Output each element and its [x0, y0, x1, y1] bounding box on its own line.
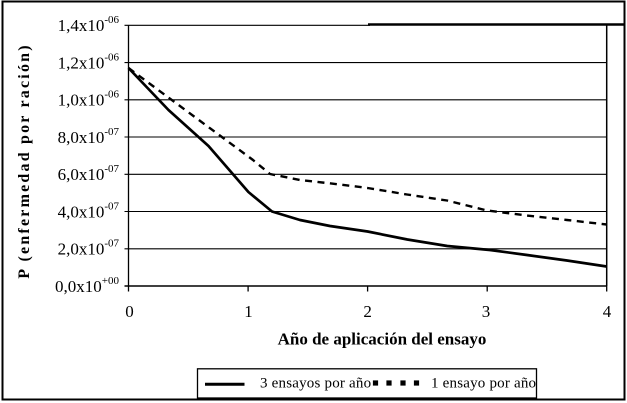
- svg-text:3 ensayos por año: 3 ensayos por año: [260, 376, 371, 392]
- svg-text:1,2x10-06: 1,2x10-06: [58, 51, 120, 72]
- svg-text:1: 1: [244, 302, 253, 321]
- svg-text:1,4x10-06: 1,4x10-06: [58, 14, 120, 35]
- svg-text:4,0x10-07: 4,0x10-07: [58, 200, 120, 221]
- svg-text:4: 4: [603, 302, 612, 321]
- svg-text:Año de aplicación del ensayo: Año de aplicación del ensayo: [278, 330, 487, 349]
- svg-text:1,0x10-06: 1,0x10-06: [58, 89, 120, 110]
- svg-text:2,0x10-07: 2,0x10-07: [58, 238, 120, 259]
- svg-text:0: 0: [125, 302, 134, 321]
- svg-text:2: 2: [363, 302, 372, 321]
- svg-text:8,0x10-07: 8,0x10-07: [58, 126, 120, 147]
- svg-text:6,0x10-07: 6,0x10-07: [58, 163, 120, 184]
- svg-text:1 ensayo por año: 1 ensayo por año: [431, 376, 536, 392]
- svg-text:P (enfermedad por ración): P (enfermedad por ración): [16, 43, 33, 279]
- svg-text:3: 3: [482, 302, 491, 321]
